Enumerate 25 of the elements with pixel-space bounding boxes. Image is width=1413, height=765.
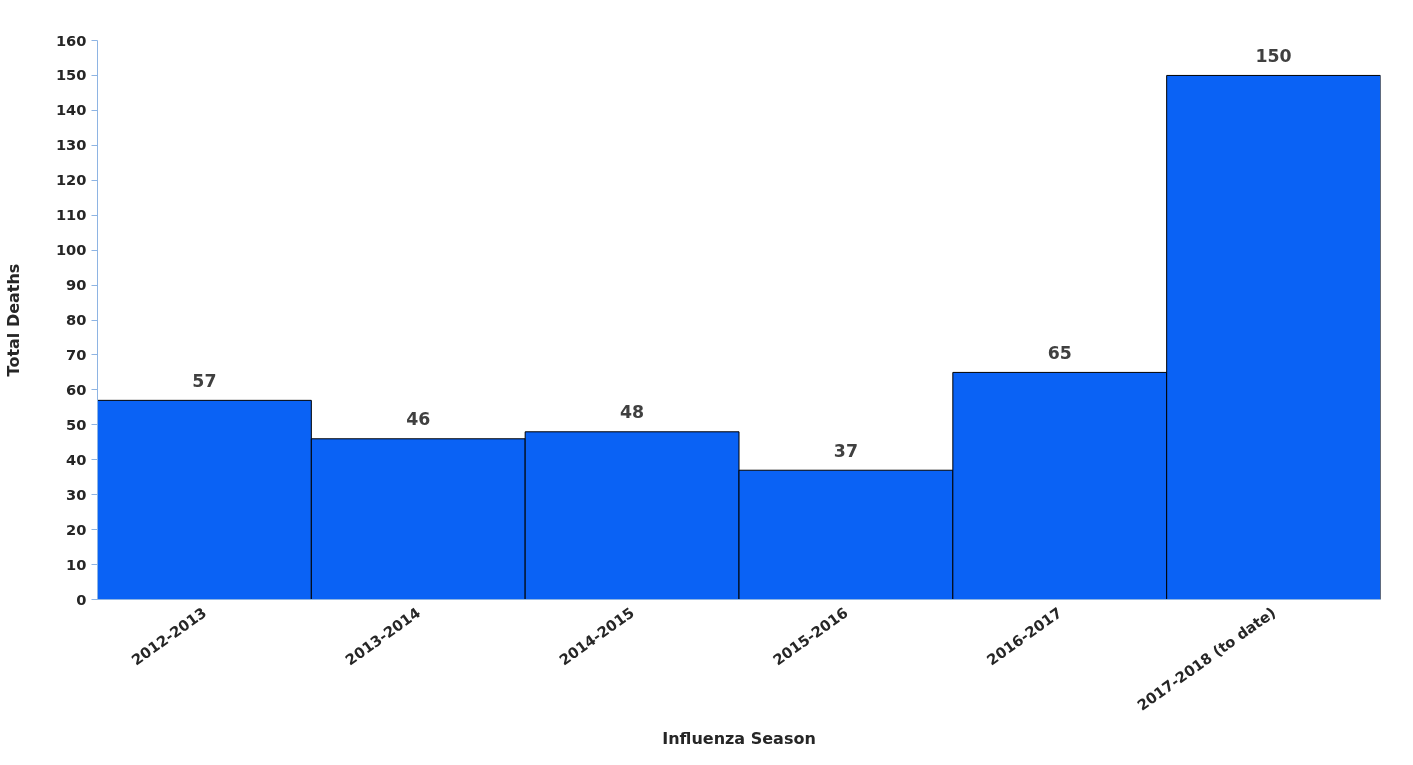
- y-tick-label: 110: [55, 206, 87, 224]
- y-tick-label: 20: [66, 520, 87, 538]
- y-tick-label: 90: [66, 276, 87, 294]
- y-tick-label: 100: [55, 241, 87, 259]
- y-tick-label: 150: [55, 66, 87, 84]
- y-tick-label: 0: [76, 590, 87, 608]
- y-tick-label: 70: [66, 345, 87, 363]
- data-label: 46: [406, 409, 431, 430]
- y-tick-label: 50: [66, 415, 87, 433]
- data-label: 150: [1255, 45, 1292, 66]
- y-tick-label: 40: [66, 450, 87, 468]
- y-tick-label: 30: [66, 485, 87, 503]
- data-label: 37: [833, 440, 858, 461]
- y-tick-label: 60: [66, 380, 87, 398]
- data-label: 48: [620, 402, 645, 423]
- y-tick-label: 80: [66, 311, 87, 328]
- y-tick-label: 160: [55, 31, 87, 49]
- y-tick-label: 10: [66, 555, 87, 573]
- data-label: 65: [1047, 342, 1072, 363]
- y-tick-label: 140: [55, 101, 87, 119]
- data-label: 57: [192, 370, 217, 391]
- y-tick-label: 120: [55, 171, 87, 189]
- y-axis-title: Total Deaths: [3, 263, 23, 377]
- y-tick-label: 130: [55, 136, 87, 154]
- x-axis-title: Influenza Season: [662, 728, 816, 748]
